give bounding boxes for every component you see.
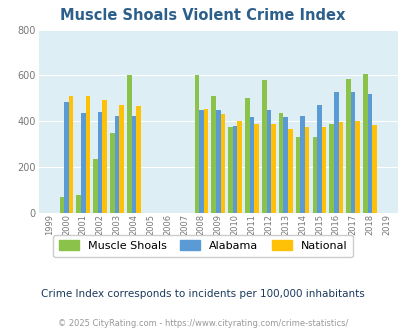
Text: Crime Index corresponds to incidents per 100,000 inhabitants: Crime Index corresponds to incidents per… xyxy=(41,289,364,299)
Text: Muscle Shoals Violent Crime Index: Muscle Shoals Violent Crime Index xyxy=(60,8,345,23)
Bar xyxy=(211,96,215,213)
Bar xyxy=(300,115,304,213)
Bar xyxy=(367,94,371,213)
Bar xyxy=(249,117,254,213)
Bar xyxy=(228,127,232,213)
Bar xyxy=(329,123,333,213)
Bar xyxy=(283,117,287,213)
Bar xyxy=(350,91,355,213)
Bar xyxy=(304,127,309,213)
Bar xyxy=(81,113,85,213)
Bar xyxy=(232,126,237,213)
Bar xyxy=(136,106,141,213)
Bar xyxy=(312,137,316,213)
Bar xyxy=(362,74,367,213)
Bar xyxy=(355,121,359,213)
Bar xyxy=(371,125,376,213)
Bar xyxy=(194,76,198,213)
Bar xyxy=(254,123,258,213)
Bar xyxy=(333,91,338,213)
Legend: Muscle Shoals, Alabama, National: Muscle Shoals, Alabama, National xyxy=(53,235,352,257)
Bar xyxy=(261,80,266,213)
Bar xyxy=(64,102,68,213)
Bar xyxy=(110,133,115,213)
Bar xyxy=(102,100,107,213)
Text: © 2025 CityRating.com - https://www.cityrating.com/crime-statistics/: © 2025 CityRating.com - https://www.city… xyxy=(58,319,347,328)
Bar xyxy=(345,79,350,213)
Bar xyxy=(115,115,119,213)
Bar xyxy=(60,197,64,213)
Bar xyxy=(338,122,342,213)
Bar xyxy=(198,110,203,213)
Bar xyxy=(321,127,326,213)
Bar xyxy=(245,98,249,213)
Bar xyxy=(287,129,292,213)
Bar xyxy=(85,96,90,213)
Bar xyxy=(295,137,300,213)
Bar xyxy=(119,105,124,213)
Bar xyxy=(76,194,81,213)
Bar xyxy=(93,159,98,213)
Bar xyxy=(215,110,220,213)
Bar xyxy=(316,105,321,213)
Bar xyxy=(127,76,131,213)
Bar xyxy=(131,115,136,213)
Bar xyxy=(203,109,208,213)
Bar xyxy=(237,121,241,213)
Bar xyxy=(98,112,102,213)
Bar xyxy=(271,123,275,213)
Bar xyxy=(68,96,73,213)
Bar xyxy=(220,115,224,213)
Bar xyxy=(278,113,283,213)
Bar xyxy=(266,110,271,213)
